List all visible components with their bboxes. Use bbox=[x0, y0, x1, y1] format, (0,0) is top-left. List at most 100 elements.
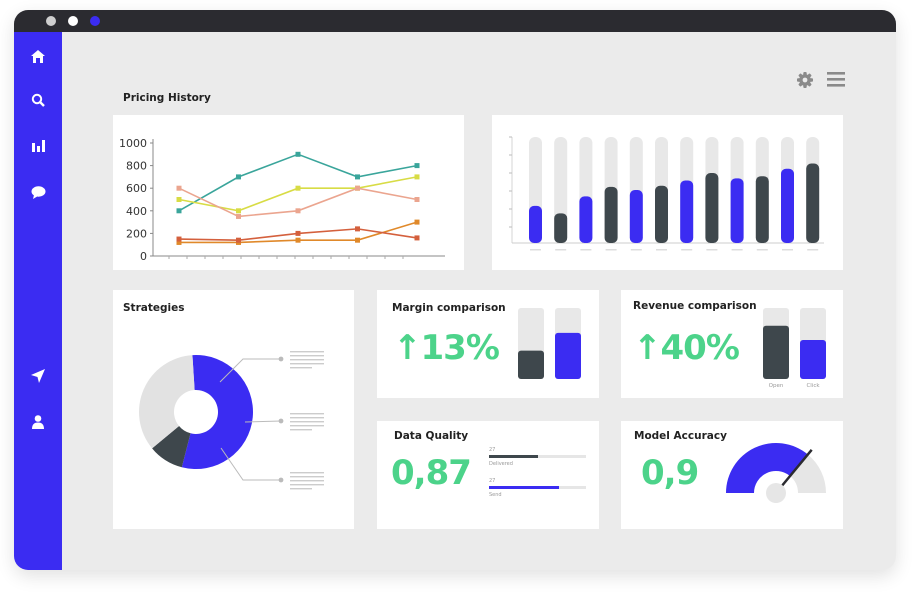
delivered-progress bbox=[489, 455, 538, 458]
bar bbox=[655, 185, 668, 243]
data-point-yellow bbox=[236, 208, 241, 214]
x-tick-label bbox=[731, 249, 743, 251]
send-label: Send bbox=[489, 492, 502, 498]
data-point-teal bbox=[355, 174, 360, 180]
data-point-orange bbox=[295, 237, 301, 243]
revenue-title: Revenue comparison bbox=[633, 300, 757, 312]
user-icon[interactable] bbox=[28, 412, 48, 432]
send-progress bbox=[489, 486, 559, 489]
x-tick-label bbox=[807, 249, 819, 251]
bar bbox=[629, 190, 643, 243]
send-icon[interactable] bbox=[28, 366, 48, 386]
x-tick-label bbox=[706, 249, 718, 251]
bar bbox=[604, 186, 618, 243]
legend-line bbox=[290, 421, 324, 423]
up-arrow-icon: ↑ bbox=[633, 328, 661, 368]
margin-bar-chart bbox=[518, 308, 581, 379]
strategies-card: Strategies bbox=[113, 290, 354, 529]
strategies-title: Strategies bbox=[123, 302, 185, 314]
data-point-yellow bbox=[414, 174, 420, 180]
leader-dot bbox=[278, 418, 284, 424]
app-window: Pricing History 1000 800 600 400 200 0 Strate… bbox=[14, 10, 896, 570]
compare-bar-label: Click bbox=[806, 383, 820, 389]
legend-line bbox=[290, 472, 324, 474]
data-point-salmon bbox=[295, 208, 301, 214]
series-line-teal bbox=[178, 153, 418, 212]
x-tick-label bbox=[782, 249, 793, 251]
data-point-red bbox=[236, 237, 241, 243]
legend-line bbox=[290, 425, 324, 427]
send-count: 27 bbox=[489, 478, 496, 484]
window-maximize-dot[interactable] bbox=[90, 16, 100, 26]
window-minimize-dot[interactable] bbox=[68, 16, 78, 26]
donut-slice-dark bbox=[152, 426, 191, 468]
send-track bbox=[489, 486, 586, 489]
legend-line bbox=[290, 363, 324, 365]
x-tick-label bbox=[756, 249, 768, 251]
revenue-comparison-card: Revenue comparison ↑40% Open Click bbox=[621, 290, 843, 398]
x-tick-label bbox=[605, 249, 617, 251]
revenue-bar-chart: Open Click bbox=[763, 308, 826, 389]
y-tick-label: 1000 bbox=[119, 137, 147, 150]
monthly-bar-chart bbox=[509, 136, 824, 251]
x-tick-label bbox=[681, 249, 693, 251]
bar bbox=[730, 178, 744, 243]
margin-title: Margin comparison bbox=[392, 302, 506, 314]
legend-line bbox=[290, 488, 312, 490]
chat-icon[interactable] bbox=[28, 182, 48, 202]
donut-slice-light bbox=[139, 355, 195, 449]
y-tick-label: 600 bbox=[126, 182, 147, 195]
bar bbox=[806, 163, 820, 243]
data-point-red bbox=[176, 236, 182, 242]
bar bbox=[755, 176, 769, 243]
pricing-history-card: 1000 800 600 400 200 0 bbox=[113, 115, 464, 270]
legend-line bbox=[290, 367, 312, 369]
leader-dot bbox=[278, 477, 284, 483]
home-icon[interactable] bbox=[28, 46, 48, 66]
compare-bar bbox=[518, 350, 544, 379]
data-point-red bbox=[355, 226, 360, 232]
bar-chart-icon[interactable] bbox=[28, 136, 48, 156]
search-icon[interactable] bbox=[28, 90, 48, 110]
sidebar bbox=[14, 32, 62, 570]
bar bbox=[529, 205, 542, 243]
accuracy-gauge bbox=[726, 443, 826, 503]
compare-bar bbox=[800, 339, 826, 379]
delivered-track bbox=[489, 455, 586, 458]
data-point-salmon bbox=[355, 185, 360, 191]
data-point-red bbox=[295, 230, 301, 236]
bar bbox=[579, 196, 593, 243]
legend-line bbox=[290, 480, 324, 482]
legend-line bbox=[290, 476, 324, 478]
legend-line bbox=[290, 359, 324, 361]
pricing-history-line-chart: 1000 800 600 400 200 0 bbox=[119, 137, 445, 263]
bar bbox=[554, 213, 568, 243]
leader-line bbox=[244, 420, 282, 423]
x-tick-label bbox=[580, 249, 592, 251]
leader-line bbox=[220, 447, 281, 481]
menu-icon[interactable] bbox=[827, 72, 845, 87]
delivered-count: 27 bbox=[489, 447, 496, 453]
data-quality-title: Data Quality bbox=[394, 430, 469, 442]
x-tick-label bbox=[530, 249, 541, 251]
title-bar bbox=[14, 10, 896, 32]
donut-slice-blue bbox=[181, 355, 253, 469]
up-arrow-icon: ↑ bbox=[393, 328, 421, 368]
gear-icon[interactable] bbox=[796, 71, 814, 89]
legend-line bbox=[290, 351, 324, 353]
compare-bar bbox=[763, 325, 789, 379]
x-tick-label bbox=[555, 249, 567, 251]
bar-chart-card bbox=[492, 115, 843, 270]
margin-value: ↑13% bbox=[393, 328, 500, 368]
data-point-orange bbox=[355, 237, 360, 243]
data-quality-card: Data Quality 0,87 27 Delivered 27 Send bbox=[377, 421, 599, 529]
model-accuracy-title: Model Accuracy bbox=[634, 430, 727, 442]
gauge-track bbox=[790, 454, 826, 493]
data-point-orange bbox=[176, 239, 182, 245]
legend-line bbox=[290, 355, 324, 357]
data-point-yellow bbox=[295, 185, 301, 191]
margin-comparison-card: Margin comparison ↑13% bbox=[377, 290, 599, 398]
y-tick-label: 400 bbox=[126, 205, 147, 218]
data-point-teal bbox=[236, 174, 241, 180]
window-close-dot[interactable] bbox=[46, 16, 56, 26]
